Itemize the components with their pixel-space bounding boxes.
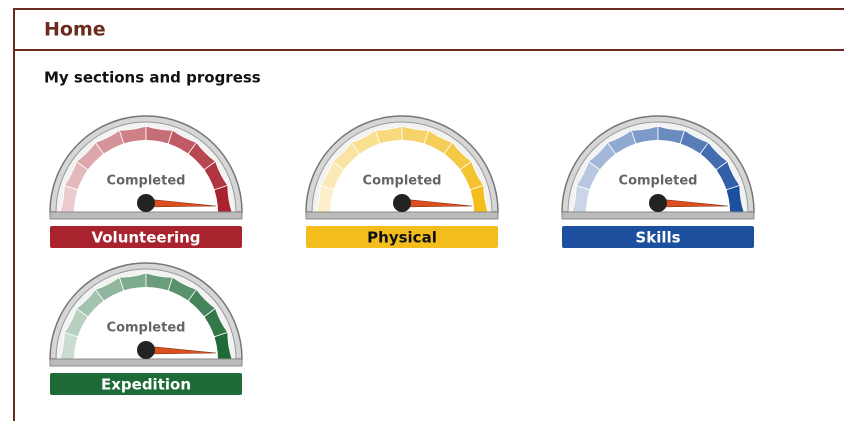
page-title: Home <box>44 19 106 41</box>
gauge-hub <box>137 194 155 212</box>
section-label: Skills <box>635 229 680 247</box>
section-heading: My sections and progress <box>44 69 261 87</box>
gauge-status: Completed <box>107 321 186 336</box>
gauge[interactable]: Completed Skills <box>562 116 754 248</box>
gauge-base <box>306 212 498 219</box>
gauge-base <box>50 359 242 366</box>
gauge-hub <box>649 194 667 212</box>
gauge-hub <box>393 194 411 212</box>
section-label: Expedition <box>101 376 191 394</box>
gauge-hub <box>137 341 155 359</box>
gauge-base <box>562 212 754 219</box>
gauge[interactable]: Completed Volunteering <box>50 116 242 248</box>
gauge-status: Completed <box>107 174 186 189</box>
gauge[interactable]: Completed Physical <box>306 116 498 248</box>
screen: Home My sections and progress Completed V… <box>0 0 844 421</box>
section-label: Volunteering <box>91 229 200 247</box>
section-label: Physical <box>367 229 437 247</box>
gauge-list: CompletedVolunteeringCompletedPhysicalCo… <box>50 116 754 395</box>
gauge-base <box>50 212 242 219</box>
gauge-status: Completed <box>363 174 442 189</box>
gauge[interactable]: Completed Expedition <box>50 263 242 395</box>
gauge-status: Completed <box>619 174 698 189</box>
page: Home My sections and progress Completed V… <box>0 0 844 421</box>
